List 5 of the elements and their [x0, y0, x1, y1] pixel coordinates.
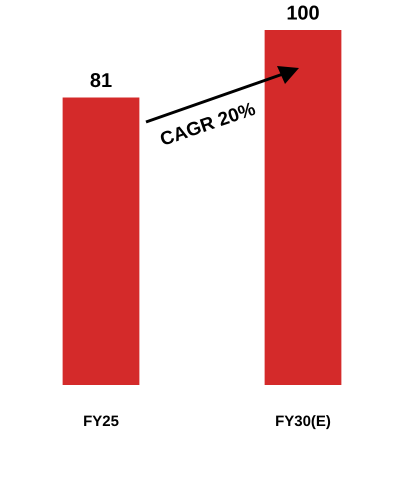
x-tick-label: FY25 [83, 413, 119, 430]
data-label: 100 [286, 2, 320, 25]
annotation: CAGR 20% [158, 98, 258, 151]
data-label: 81 [90, 70, 112, 92]
x-tick-label: FY30(E) [275, 413, 331, 430]
